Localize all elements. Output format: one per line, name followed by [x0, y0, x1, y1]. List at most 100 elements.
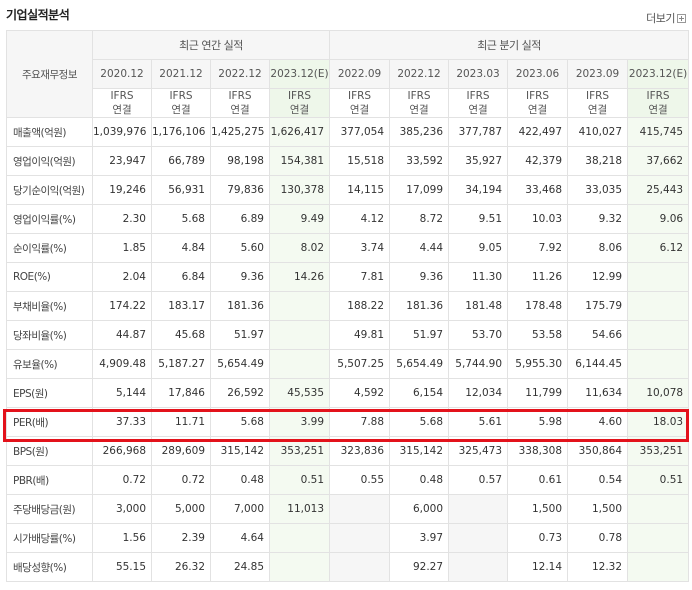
table-cell: 1,500 [507, 494, 569, 524]
table-cell: 9.36 [210, 262, 270, 292]
period-header-quarterly-5: 2023.12(E) [627, 59, 690, 89]
table-cell: 14,115 [329, 175, 391, 205]
table-cell: 17,846 [151, 378, 211, 408]
table-cell: 33,468 [507, 175, 569, 205]
table-cell: 19,246 [92, 175, 152, 205]
table-cell: 4.44 [389, 233, 450, 263]
table-cell: 6.12 [627, 233, 690, 263]
table-cell: 0.78 [567, 523, 629, 553]
table-cell: 5,000 [151, 494, 211, 524]
table-cell: 51.97 [210, 320, 270, 350]
table-cell: 353,251 [627, 436, 690, 466]
table-cell: 181.48 [448, 291, 509, 321]
table-cell: 2.39 [151, 523, 211, 553]
period-header-annual-3: 2023.12(E) [268, 59, 331, 89]
table-cell: 26,592 [210, 378, 270, 408]
table-cell: 0.54 [567, 465, 629, 495]
table-cell [627, 320, 690, 350]
table-cell: 9.06 [627, 204, 690, 234]
table-cell: 0.55 [329, 465, 391, 495]
table-cell: 56,931 [151, 175, 211, 205]
table-cell: 6,000 [389, 494, 450, 524]
ifrs-standard-label: IFRS [466, 90, 490, 102]
table-cell: 338,308 [507, 436, 569, 466]
table-cell: 98,198 [210, 146, 270, 176]
table-cell: 8.72 [389, 204, 450, 234]
table-cell: 37.33 [92, 407, 152, 437]
table-row: PER(배) 37.33 11.71 5.68 3.99 7.88 5.68 5.61 5.98… [6, 407, 690, 437]
period-header-annual-0: 2020.12 [92, 59, 152, 89]
table-cell: 18.03 [627, 407, 690, 437]
table-row: 시가배당률(%) 1.56 2.39 4.64 3.97 0.73 0.78 [6, 523, 690, 553]
table-row: ROE(%) 2.04 6.84 9.36 14.26 7.81 9.36 11.30 11.2… [6, 262, 690, 292]
table-cell: 5,187.27 [151, 349, 211, 379]
table-cell: 5,144 [92, 378, 152, 408]
row-label: PBR(배) [6, 465, 93, 495]
table-row: 부채비율(%) 174.22 183.17 181.36 188.22 181.36 181… [6, 291, 690, 321]
period-header-quarterly-0: 2022.09 [329, 59, 391, 89]
table-cell: 377,054 [329, 117, 391, 147]
table-row: 매출액(억원) 1,039,976 1,176,106 1,425,275 1,626,… [6, 117, 690, 147]
table-cell: 5,744.90 [448, 349, 509, 379]
table-cell: 325,473 [448, 436, 509, 466]
table-cell [268, 320, 331, 350]
table-cell: 34,194 [448, 175, 509, 205]
table-cell: 1,626,417 [268, 117, 331, 147]
table-cell [627, 494, 690, 524]
table-cell: 6,144.45 [567, 349, 629, 379]
ifrs-consolidated-label: 연결 [468, 104, 488, 116]
table-cell: 315,142 [210, 436, 270, 466]
table-row: 당좌비율(%) 44.87 45.68 51.97 49.81 51.97 53.70 53.… [6, 320, 690, 350]
ifrs-badge-quarterly-2: IFRS 연결 [448, 88, 509, 118]
ifrs-badge-quarterly-0: IFRS 연결 [329, 88, 391, 118]
ifrs-consolidated-label: 연결 [349, 104, 370, 116]
table-cell: 4,909.48 [92, 349, 152, 379]
table-cell: 11,799 [507, 378, 569, 408]
financial-summary-table: 주요재무정보 최근 연간 실적 최근 분기 실적 2020.12 2021.12 2… [6, 30, 690, 582]
period-header-quarterly-4: 2023.09 [567, 59, 629, 89]
table-cell: 183.17 [151, 291, 211, 321]
table-cell: 33,035 [567, 175, 629, 205]
table-cell: 1,425,275 [210, 117, 270, 147]
table-cell: 53.58 [507, 320, 569, 350]
table-cell: 0.73 [507, 523, 569, 553]
table-cell: 5.61 [448, 407, 509, 437]
table-cell: 33,592 [389, 146, 450, 176]
row-label: 시가배당률(%) [6, 523, 93, 553]
table-cell: 37,662 [627, 146, 690, 176]
table-cell: 5.68 [389, 407, 450, 437]
table-cell: 7.81 [329, 262, 391, 292]
table-cell: 266,968 [92, 436, 152, 466]
ifrs-badge-annual-0: IFRS 연결 [92, 88, 152, 118]
more-button[interactable]: 더보기 [646, 10, 686, 26]
table-cell [627, 523, 690, 553]
more-label: 더보기 [646, 12, 675, 25]
ifrs-standard-label: IFRS [228, 90, 252, 102]
period-header-row: 2020.12 2021.12 2022.12 2023.12(E) 2022.09 20… [7, 59, 690, 89]
table-cell: 55.15 [92, 552, 152, 582]
table-cell: 377,787 [448, 117, 509, 147]
table-cell: 15,518 [329, 146, 391, 176]
row-label: 부채비율(%) [6, 291, 93, 321]
ifrs-consolidated-label: 연결 [409, 104, 429, 116]
table-cell: 5.68 [210, 407, 270, 437]
ifrs-standard-label: IFRS [110, 90, 134, 102]
table-cell [268, 523, 331, 553]
table-cell: 9.36 [389, 262, 450, 292]
table-cell: 178.48 [507, 291, 569, 321]
table-cell [448, 494, 509, 524]
table-cell: 4.60 [567, 407, 629, 437]
table-cell: 53.70 [448, 320, 509, 350]
table-cell: 11,013 [268, 494, 331, 524]
table-cell: 11.30 [448, 262, 509, 292]
table-cell: 66,789 [151, 146, 211, 176]
table-cell: 323,836 [329, 436, 391, 466]
table-cell: 79,836 [210, 175, 270, 205]
table-cell: 188.22 [329, 291, 391, 321]
row-label: 당기순이익(억원) [6, 175, 93, 205]
table-cell: 12.99 [567, 262, 629, 292]
table-cell: 3.74 [329, 233, 391, 263]
row-label: 배당성향(%) [6, 552, 93, 582]
table-cell [627, 291, 690, 321]
table-cell [329, 552, 391, 582]
